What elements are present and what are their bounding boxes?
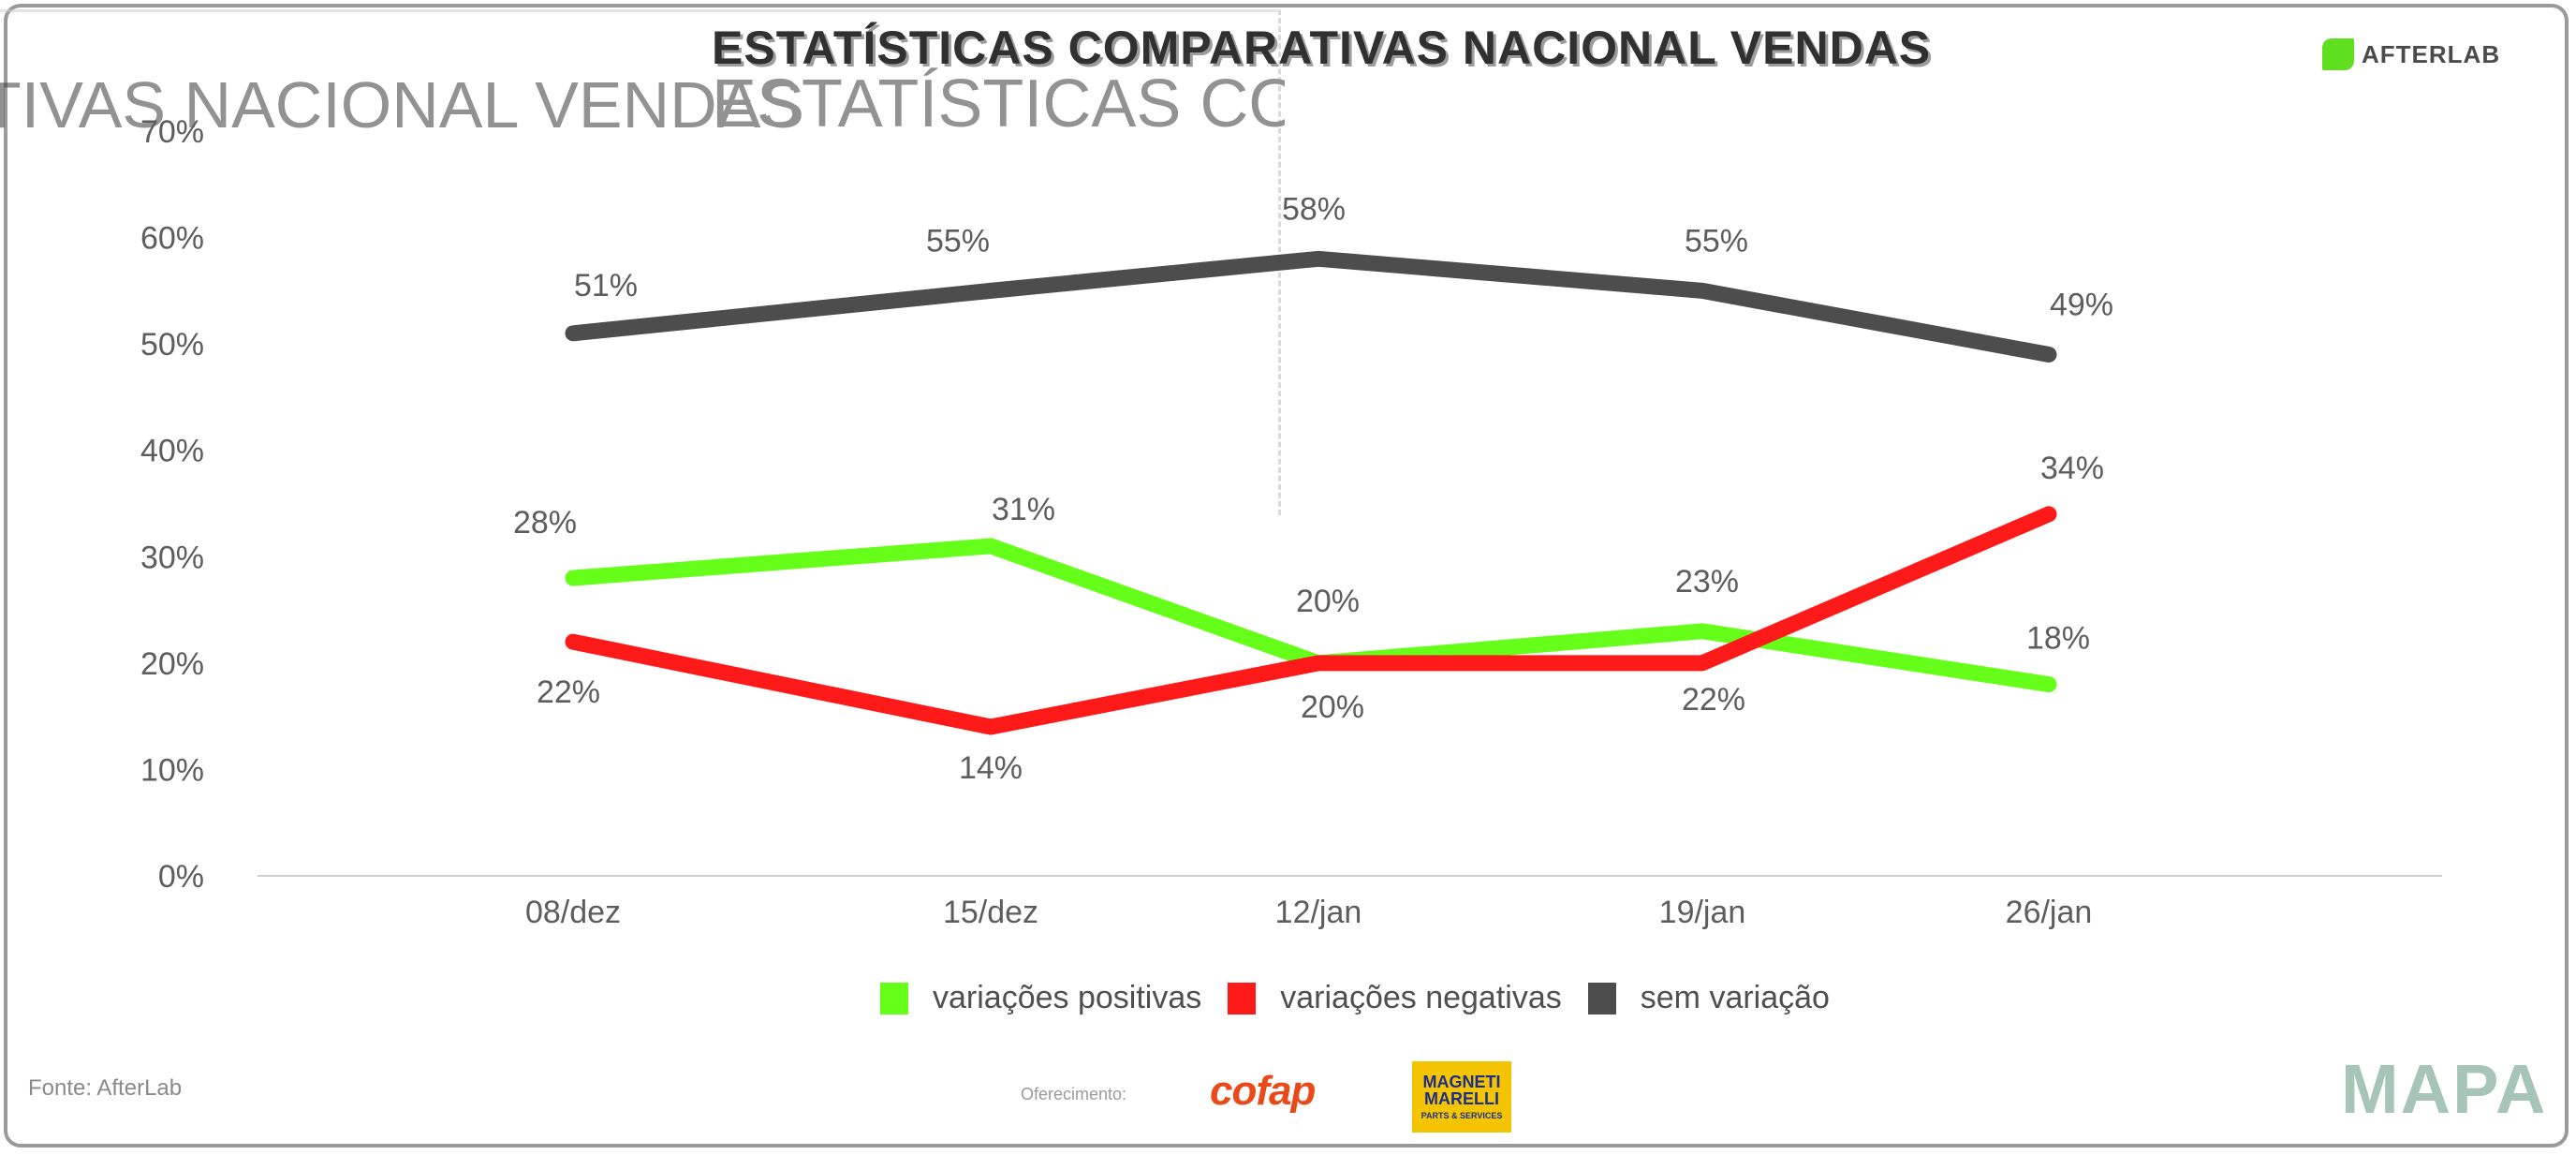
- mapa-logo: MAPA: [2341, 1050, 2548, 1128]
- y-tick-label: 0%: [158, 859, 204, 895]
- y-tick-label: 40%: [140, 434, 204, 469]
- data-point-neutral: [2047, 352, 2051, 357]
- x-tick-label: 19/jan: [1659, 895, 1746, 930]
- legend-item-positive: variações positivas: [880, 980, 1201, 1016]
- y-tick-label: 50%: [140, 327, 204, 363]
- data-label-negative: 22%: [1682, 682, 1745, 718]
- y-tick-label: 20%: [140, 646, 204, 682]
- legend-label-negative: variações negativas: [1280, 980, 1562, 1015]
- legend-swatch-neutral: [1587, 982, 1616, 1014]
- afterlab-logo: AFTERLAB: [2322, 36, 2500, 73]
- data-label-neutral: 58%: [1282, 191, 1346, 227]
- legend-label-positive: variações positivas: [933, 980, 1202, 1015]
- x-tick-label: 12/jan: [1275, 895, 1362, 930]
- data-label-positive: 18%: [2026, 621, 2090, 657]
- offered-by-label: Oferecimento:: [1021, 1085, 1127, 1103]
- data-point-neutral: [989, 289, 993, 293]
- data-point-positive: [1700, 629, 1704, 633]
- data-label-positive: 28%: [513, 505, 577, 540]
- data-point-neutral: [1317, 257, 1320, 261]
- mapa-wordmark: MAPA: [2341, 1050, 2548, 1128]
- y-tick-label: 70%: [140, 114, 204, 150]
- chart-title: ESTATÍSTICAS COMPARATIVAS NACIONAL VENDA…: [712, 22, 1932, 74]
- data-point-positive: [571, 576, 575, 580]
- series-line-neutral: [565, 250, 2057, 363]
- legend-swatch-positive: [880, 982, 908, 1014]
- data-label-neutral: 49%: [2050, 288, 2113, 323]
- data-label-neutral: 55%: [926, 223, 990, 259]
- afterlab-mark-icon: [2322, 38, 2354, 70]
- data-point-negative: [2047, 511, 2051, 516]
- legend-swatch-negative: [1228, 982, 1257, 1014]
- data-label-negative: 20%: [1301, 689, 1364, 725]
- legend-item-neutral: sem variação: [1587, 980, 1830, 1016]
- data-point-positive: [2047, 682, 2051, 687]
- data-point-neutral: [571, 331, 575, 335]
- y-tick-label: 30%: [140, 540, 204, 575]
- data-label-neutral: 55%: [1685, 223, 1748, 259]
- afterlab-wordmark: AFTERLAB: [2362, 39, 2501, 68]
- chart-frame: [4, 4, 2569, 1148]
- data-label-negative: 34%: [2040, 451, 2104, 486]
- data-point-negative: [1700, 660, 1704, 665]
- x-tick-label: 26/jan: [2006, 895, 2093, 930]
- magneti-marelli-logo: MAGNETI MARELLI PARTS & SERVICES: [1412, 1061, 1511, 1133]
- legend-label-neutral: sem variação: [1640, 980, 1830, 1015]
- data-point-negative: [571, 640, 575, 644]
- magneti-marelli-tag: PARTS & SERVICES: [1420, 1111, 1503, 1120]
- data-label-positive: 20%: [1296, 584, 1360, 619]
- y-tick-label: 60%: [140, 221, 204, 257]
- cofap-logo: cofap: [1210, 1068, 1316, 1114]
- y-tick-label: 10%: [140, 752, 204, 788]
- source-note: Fonte: AfterLab: [28, 1075, 183, 1101]
- data-point-positive: [989, 543, 993, 548]
- data-label-negative: 14%: [959, 750, 1023, 786]
- data-label-neutral: 51%: [574, 268, 638, 304]
- data-label-negative: 22%: [537, 674, 600, 710]
- x-tick-label: 15/dez: [943, 895, 1038, 930]
- data-point-negative: [1317, 660, 1320, 665]
- magneti-marelli-line1: MAGNETI: [1422, 1073, 1501, 1091]
- data-label-positive: 31%: [992, 492, 1055, 527]
- chart-legend: variações positivas variações negativas …: [880, 980, 1856, 1016]
- magneti-marelli-line2: MARELLI: [1424, 1089, 1499, 1108]
- legend-item-negative: variações negativas: [1228, 980, 1562, 1016]
- x-tick-label: 08/dez: [525, 895, 621, 930]
- data-point-neutral: [1700, 289, 1704, 293]
- data-label-positive: 23%: [1675, 564, 1739, 600]
- data-point-negative: [989, 725, 993, 729]
